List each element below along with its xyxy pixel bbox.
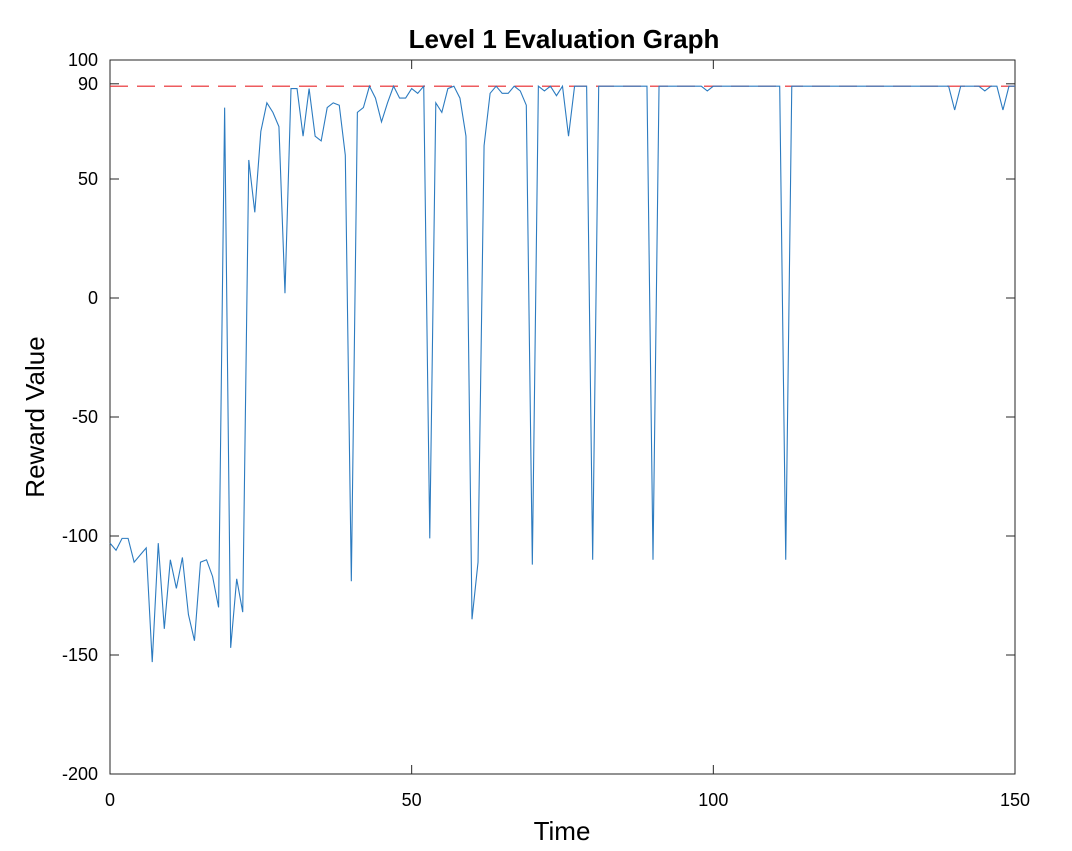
y-tick-label: -100 — [62, 526, 98, 546]
y-tick-label: 90 — [78, 74, 98, 94]
series-layer — [109, 84, 1015, 663]
y-tick-label: -150 — [62, 645, 98, 665]
y-tick-label: 0 — [88, 288, 98, 308]
chart-title: Level 1 Evaluation Graph — [409, 24, 720, 54]
x-tick-label: 50 — [402, 790, 422, 810]
y-axis-label: Reward Value — [20, 336, 50, 497]
y-tick-label: -50 — [72, 407, 98, 427]
y-axis-ticks: -200 -150 -100 -50 0 50 90 100 — [62, 50, 1015, 784]
x-axis-ticks: 0 50 100 150 — [105, 60, 1030, 810]
x-axis-label: Time — [534, 816, 591, 846]
series-line — [109, 84, 1015, 663]
x-tick-label: 100 — [698, 790, 728, 810]
x-tick-label: 150 — [1000, 790, 1030, 810]
x-tick-label: 0 — [105, 790, 115, 810]
y-tick-label: 50 — [78, 169, 98, 189]
plot-area — [109, 59, 1016, 775]
y-tick-label: -200 — [62, 764, 98, 784]
y-tick-label: 100 — [68, 50, 98, 70]
